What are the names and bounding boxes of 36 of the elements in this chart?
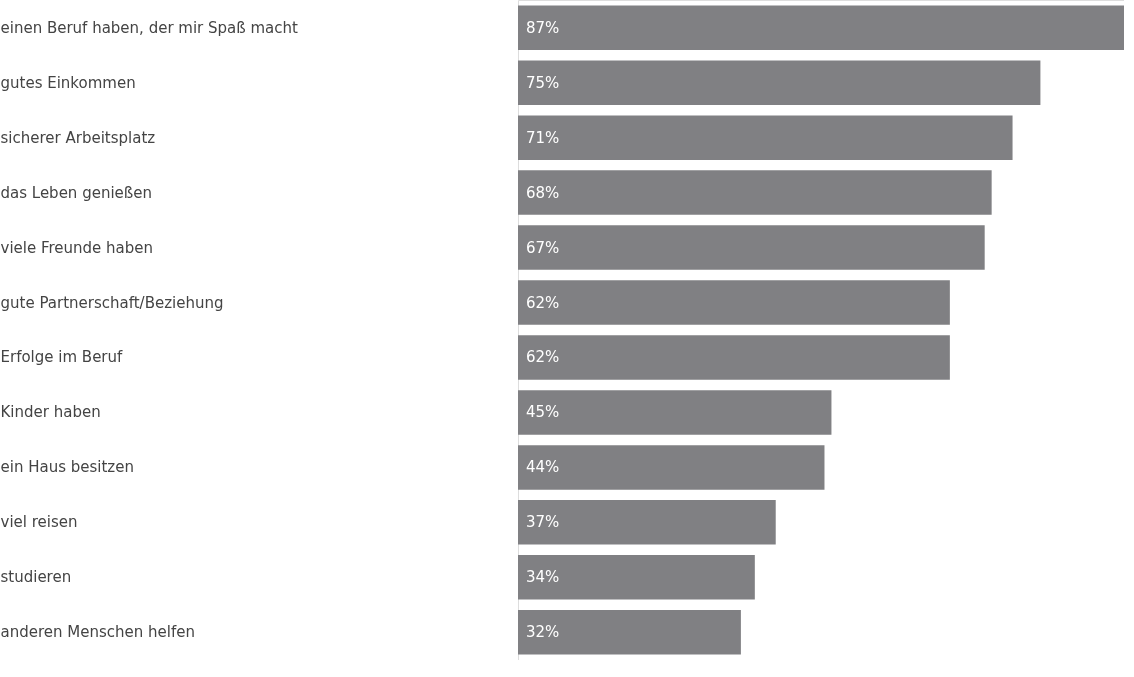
data-label: 37% bbox=[526, 513, 560, 532]
bar bbox=[518, 170, 992, 215]
bar bbox=[518, 225, 985, 270]
data-label: 68% bbox=[526, 183, 560, 202]
bar bbox=[518, 390, 832, 435]
bar bbox=[518, 115, 1013, 160]
y-tick-label: anderen Menschen helfen bbox=[0, 623, 195, 642]
bar bbox=[518, 445, 825, 490]
y-tick-label: sicherer Arbeitsplatz bbox=[0, 128, 156, 147]
bar bbox=[518, 5, 1124, 51]
data-label: 32% bbox=[526, 623, 560, 642]
bar bbox=[518, 280, 950, 325]
data-label: 67% bbox=[526, 238, 560, 257]
y-tick-label: gute Partnerschaft/Beziehung bbox=[0, 293, 224, 312]
data-label: 45% bbox=[526, 403, 560, 422]
bar bbox=[518, 335, 950, 380]
data-label: 62% bbox=[526, 348, 560, 367]
y-tick-label: das Leben genießen bbox=[0, 183, 152, 202]
y-tick-label: Erfolge im Beruf bbox=[0, 348, 124, 367]
data-label: 71% bbox=[526, 128, 560, 147]
data-label: 87% bbox=[526, 18, 560, 37]
y-tick-label: Kinder haben bbox=[0, 403, 101, 422]
data-label: 62% bbox=[526, 293, 560, 312]
data-label: 34% bbox=[526, 568, 560, 587]
data-label: 44% bbox=[526, 458, 560, 477]
bar bbox=[518, 555, 755, 600]
y-tick-label: studieren bbox=[0, 568, 72, 587]
y-tick-label: einen Beruf haben, der mir Spaß macht bbox=[0, 18, 299, 37]
y-tick-label: viele Freunde haben bbox=[0, 238, 154, 257]
y-tick-label: ein Haus besitzen bbox=[0, 458, 134, 477]
bar bbox=[518, 500, 776, 545]
bar bbox=[518, 609, 741, 655]
bar bbox=[518, 60, 1041, 105]
y-tick-label: viel reisen bbox=[0, 513, 78, 532]
y-tick-label: gutes Einkommen bbox=[0, 73, 136, 92]
data-label: 75% bbox=[526, 73, 560, 92]
